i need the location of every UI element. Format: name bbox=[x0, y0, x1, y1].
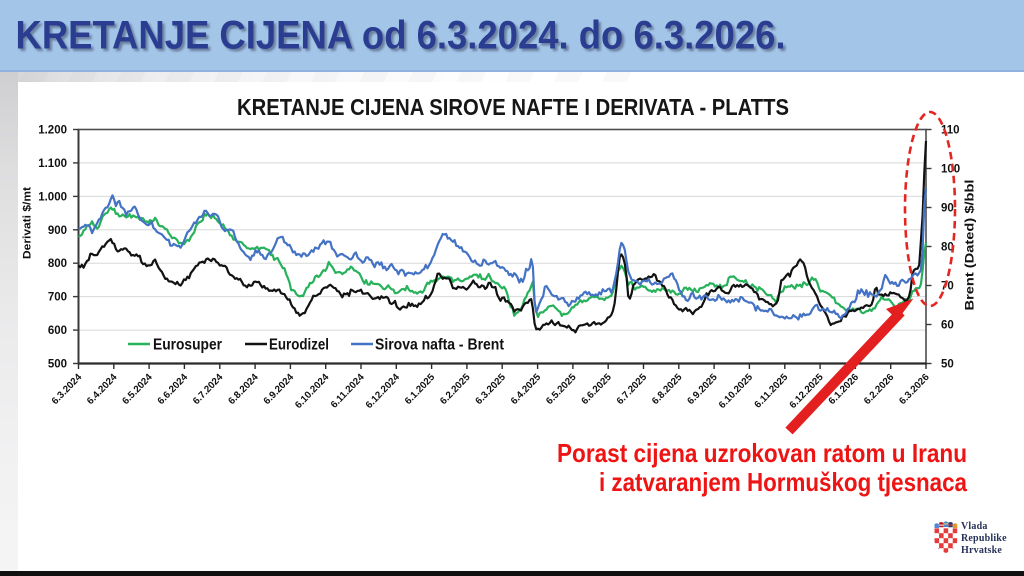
svg-text:Porast cijena uzrokovan ratom: Porast cijena uzrokovan ratom u Iranu bbox=[557, 438, 967, 468]
svg-text:6.8.2024: 6.8.2024 bbox=[226, 372, 261, 407]
svg-text:Sirova nafta - Brent: Sirova nafta - Brent bbox=[375, 337, 505, 354]
svg-text:6.5.2024: 6.5.2024 bbox=[120, 372, 155, 407]
svg-text:6.2.2025: 6.2.2025 bbox=[438, 372, 473, 407]
svg-text:50: 50 bbox=[941, 359, 954, 371]
svg-text:6.12.2024: 6.12.2024 bbox=[364, 372, 403, 411]
svg-text:Eurodizel: Eurodizel bbox=[269, 337, 329, 354]
svg-text:6.10.2025: 6.10.2025 bbox=[717, 372, 756, 411]
svg-text:1.100: 1.100 bbox=[38, 158, 67, 170]
svg-text:6.8.2025: 6.8.2025 bbox=[650, 372, 685, 407]
svg-text:100: 100 bbox=[941, 164, 960, 176]
svg-text:6.3.2026: 6.3.2026 bbox=[897, 372, 932, 407]
svg-text:80: 80 bbox=[941, 242, 954, 254]
svg-text:6.7.2024: 6.7.2024 bbox=[191, 372, 226, 407]
svg-text:6.10.2024: 6.10.2024 bbox=[293, 372, 332, 411]
svg-text:Eurosuper: Eurosuper bbox=[153, 337, 222, 354]
svg-text:6.6.2025: 6.6.2025 bbox=[579, 372, 614, 407]
svg-text:Brent (Dated) $/bbl: Brent (Dated) $/bbl bbox=[965, 180, 977, 311]
svg-text:6.3.2024: 6.3.2024 bbox=[50, 372, 85, 407]
svg-text:6.3.2025: 6.3.2025 bbox=[474, 372, 509, 407]
svg-text:70: 70 bbox=[941, 281, 954, 293]
svg-text:6.9.2024: 6.9.2024 bbox=[262, 372, 297, 407]
svg-text:600: 600 bbox=[48, 325, 67, 337]
svg-text:6.5.2025: 6.5.2025 bbox=[544, 372, 579, 407]
svg-text:6.6.2024: 6.6.2024 bbox=[156, 372, 191, 407]
svg-text:Derivati $/mt: Derivati $/mt bbox=[22, 187, 34, 259]
svg-text:KRETANJE CIJENA od 6.3.2024. d: KRETANJE CIJENA od 6.3.2024. do 6.3.2026… bbox=[16, 14, 786, 58]
svg-text:700: 700 bbox=[48, 292, 67, 304]
svg-text:KRETANJE CIJENA SIROVE NAFTE I: KRETANJE CIJENA SIROVE NAFTE I DERIVATA … bbox=[237, 94, 789, 120]
svg-text:500: 500 bbox=[48, 359, 67, 371]
svg-text:6.4.2024: 6.4.2024 bbox=[85, 372, 120, 407]
svg-text:6.9.2025: 6.9.2025 bbox=[685, 372, 720, 407]
svg-text:6.11.2024: 6.11.2024 bbox=[329, 372, 367, 411]
svg-text:KRETANJE CIJENA od 6.3.2024. d: KRETANJE CIJENA od 6.3.2024. do 6.3.2026… bbox=[18, 16, 788, 60]
svg-text:800: 800 bbox=[48, 258, 67, 270]
svg-text:i zatvaranjem Hormuškog tjesna: i zatvaranjem Hormuškog tjesnaca bbox=[599, 467, 967, 497]
svg-text:6.11.2025: 6.11.2025 bbox=[753, 372, 791, 411]
svg-text:60: 60 bbox=[941, 320, 954, 332]
svg-text:1.000: 1.000 bbox=[38, 191, 67, 203]
svg-text:6.1.2025: 6.1.2025 bbox=[403, 372, 438, 407]
svg-text:6.4.2025: 6.4.2025 bbox=[509, 372, 544, 407]
svg-text:6.7.2025: 6.7.2025 bbox=[615, 372, 650, 407]
svg-text:900: 900 bbox=[48, 225, 67, 237]
svg-text:6.2.2026: 6.2.2026 bbox=[862, 372, 897, 407]
svg-text:90: 90 bbox=[941, 203, 954, 215]
svg-text:1.200: 1.200 bbox=[38, 125, 67, 137]
